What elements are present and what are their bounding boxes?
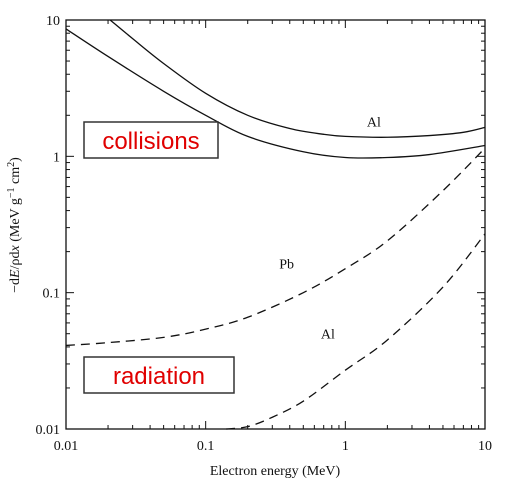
x-tick-label: 1 (342, 439, 349, 454)
y-tick-label: 0.01 (36, 423, 61, 438)
y-label-part: /ρd (8, 251, 23, 269)
y-label-part: E (8, 269, 23, 279)
y-label-part: x (8, 244, 23, 252)
y-label-part: 2 (6, 162, 17, 167)
curve-label: Al (367, 116, 381, 131)
y-tick-label: 1 (53, 150, 60, 165)
y-label-part: −d (8, 278, 23, 293)
y-axis-label: −dE/ρdx (MeV g−1 cm2) (6, 157, 24, 293)
tick-labels: 0.01 0.1 1 10 0.01 0.1 1 10 (36, 14, 493, 454)
x-tick-label: 0.01 (54, 439, 79, 454)
x-tick-label: 10 (478, 439, 492, 454)
y-label-part: cm (8, 167, 23, 188)
radiation-annotation: radiation (83, 356, 235, 394)
plot-frame (65, 19, 486, 430)
radiation-label: radiation (113, 363, 205, 390)
y-label-part: −1 (6, 187, 17, 198)
collisions-curve-0 (109, 19, 486, 138)
curve-labels: Al Pb Al (279, 116, 381, 343)
x-axis-label: Electron energy (MeV) (210, 464, 341, 479)
y-tick-label: 0.1 (43, 287, 61, 302)
collisions-label: collisions (102, 128, 199, 155)
collisions-curve-1 (65, 28, 486, 159)
x-tick-label: 0.1 (197, 439, 215, 454)
y-label-part: (MeV g (8, 198, 23, 245)
collisions-annotation: collisions (83, 121, 219, 159)
radiation-curve-2 (65, 147, 486, 347)
collisions-box (83, 121, 219, 159)
radiation-curve-3 (226, 233, 486, 430)
radiation-box (83, 356, 235, 394)
curves (65, 19, 486, 430)
y-label-part: ) (8, 157, 23, 162)
curve-label: Al (321, 328, 335, 343)
y-tick-label: 10 (46, 14, 60, 29)
axis-ticks (66, 20, 485, 429)
curve-label: Pb (279, 258, 294, 273)
